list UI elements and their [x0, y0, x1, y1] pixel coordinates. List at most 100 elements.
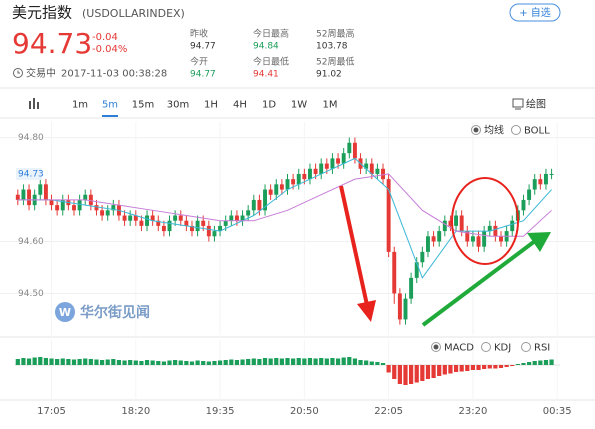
- candle-body: [420, 251, 425, 263]
- macd-bar: [515, 364, 520, 365]
- radio-label[interactable]: 均线: [484, 124, 504, 137]
- candle-body: [43, 184, 48, 200]
- candle-body: [173, 215, 178, 221]
- candle-body: [369, 163, 374, 174]
- tab[interactable]: 1H: [204, 100, 218, 111]
- draw-button[interactable]: 绘图: [526, 98, 546, 111]
- macd-bar: [319, 358, 324, 365]
- tab[interactable]: 30m: [167, 100, 189, 111]
- candle-body: [167, 220, 172, 232]
- candle-body: [201, 220, 206, 226]
- candle-body: [21, 189, 26, 200]
- macd-bar: [201, 361, 206, 365]
- candle-body: [454, 215, 459, 226]
- add-button[interactable]: [509, 3, 561, 22]
- macd-bar: [459, 365, 464, 372]
- x-tick-label: 22:05: [374, 406, 403, 417]
- macd-bar: [94, 359, 99, 365]
- tab[interactable]: 5m: [102, 100, 118, 111]
- macd-bar: [431, 365, 436, 378]
- stat-value: 91.02: [316, 70, 342, 80]
- macd-bar: [341, 357, 346, 365]
- y-tick-label: 94.50: [18, 289, 44, 299]
- candle-body: [274, 184, 279, 195]
- change: -0.04: [92, 32, 118, 43]
- x-tick-label: 00:35: [543, 406, 572, 417]
- add-button-label[interactable]: + 自选: [519, 6, 551, 19]
- clock-hand: [17, 70, 20, 74]
- watermark-text: 华尔街见闻: [80, 304, 150, 321]
- macd-bar: [15, 359, 20, 365]
- candle-body: [218, 225, 223, 232]
- macd-bar: [217, 360, 223, 365]
- candle-body: [386, 179, 391, 252]
- radio[interactable]: [481, 342, 491, 352]
- x-tick-label: 18:20: [121, 406, 150, 417]
- x-tick-label: 23:20: [458, 406, 487, 417]
- macd-bar: [358, 360, 363, 365]
- macd-bar: [262, 358, 268, 365]
- candle-body: [195, 220, 200, 232]
- candle-body: [543, 173, 548, 185]
- draw-icon[interactable]: [512, 98, 524, 108]
- candle-body: [60, 199, 65, 211]
- radio[interactable]: [521, 342, 531, 352]
- tab[interactable]: 1W: [291, 100, 307, 111]
- last-price-label: 94.73: [18, 169, 44, 179]
- macd-bar: [173, 360, 178, 365]
- macd-bar: [257, 359, 262, 365]
- candle-body: [279, 184, 284, 190]
- candle-body: [482, 231, 487, 247]
- candle-body: [442, 220, 447, 232]
- candle-body: [308, 168, 312, 180]
- tab[interactable]: 1D: [262, 100, 276, 111]
- macd-bar: [144, 360, 150, 365]
- tab[interactable]: 15m: [132, 100, 154, 111]
- macd-bar: [380, 363, 386, 365]
- candle-body: [184, 220, 189, 226]
- macd-bar: [375, 362, 380, 365]
- macd-bar: [274, 358, 279, 365]
- radio-label[interactable]: KDJ: [494, 343, 511, 354]
- watermark-logo: [55, 302, 75, 322]
- candle-body: [425, 236, 430, 252]
- candle-body: [465, 231, 470, 242]
- radio[interactable]: [511, 125, 521, 135]
- y-tick-label: 94.80: [18, 133, 44, 143]
- macd-bar: [493, 365, 498, 369]
- stat-label: 52周最高: [316, 28, 354, 40]
- macd-bar: [229, 359, 234, 365]
- candle-body: [156, 220, 161, 226]
- radio-label[interactable]: RSI: [534, 343, 550, 354]
- index-code: (USDOLLARINDEX): [82, 7, 185, 20]
- candle-body: [88, 194, 93, 206]
- macd-bar: [397, 365, 402, 384]
- candle-body: [437, 231, 442, 242]
- macd-bar: [178, 360, 183, 365]
- watermark-logo-letter: W: [59, 306, 71, 319]
- macd-bar: [549, 359, 554, 365]
- macd-bar: [409, 365, 414, 384]
- macd-bar: [526, 362, 532, 365]
- candle-body: [364, 163, 369, 169]
- candle-body: [381, 168, 385, 180]
- annotations: [339, 177, 551, 327]
- radio-label[interactable]: MACD: [444, 343, 474, 354]
- kline-icon[interactable]: [29, 98, 39, 109]
- macd-bar: [510, 365, 515, 366]
- candle-body: [409, 277, 414, 299]
- candle-body: [510, 220, 515, 232]
- candle-body: [111, 205, 116, 211]
- tab[interactable]: 1m: [72, 100, 88, 111]
- radio-label[interactable]: BOLL: [524, 126, 550, 137]
- tab[interactable]: 4H: [233, 100, 247, 111]
- candle-body: [493, 225, 498, 237]
- candle-body: [268, 189, 273, 195]
- tab[interactable]: 1M: [323, 100, 338, 111]
- timestamp: 2017-11-03 00:38:28: [61, 69, 167, 80]
- candle-body: [15, 194, 20, 200]
- clock-icon: [13, 68, 23, 78]
- macd-bar: [347, 357, 352, 365]
